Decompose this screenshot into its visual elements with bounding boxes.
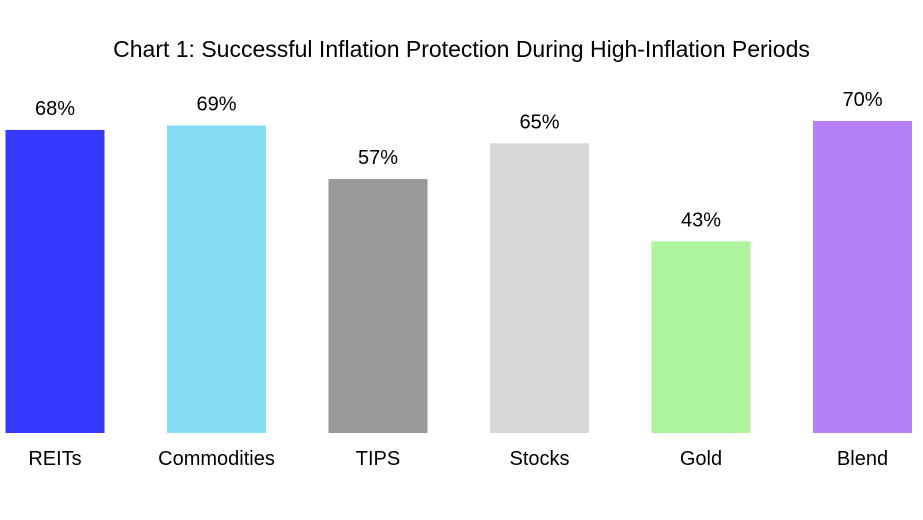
x-tick-label-commodities: Commodities	[158, 448, 275, 470]
data-label-reits: 68%	[35, 98, 75, 120]
bar-tips	[328, 178, 428, 433]
data-label-gold: 43%	[681, 209, 721, 231]
x-tick-label-tips: TIPS	[356, 448, 400, 470]
data-label-stocks: 65%	[519, 111, 559, 133]
x-tick-label-stocks: Stocks	[509, 448, 569, 470]
bar-stocks	[490, 143, 589, 434]
chart-title: Chart 1: Successful Inflation Protection…	[113, 36, 810, 62]
data-label-blend: 70%	[842, 89, 882, 111]
x-tick-label-gold: Gold	[680, 448, 722, 470]
bar-reits	[5, 129, 105, 433]
data-label-commodities: 69%	[196, 93, 236, 115]
data-label-tips: 57%	[358, 147, 398, 169]
x-tick-label-reits: REITs	[28, 448, 81, 470]
bar-gold	[651, 241, 751, 433]
bar-commodities	[167, 125, 266, 433]
x-tick-label-blend: Blend	[837, 448, 888, 470]
bar-blend	[813, 121, 912, 433]
